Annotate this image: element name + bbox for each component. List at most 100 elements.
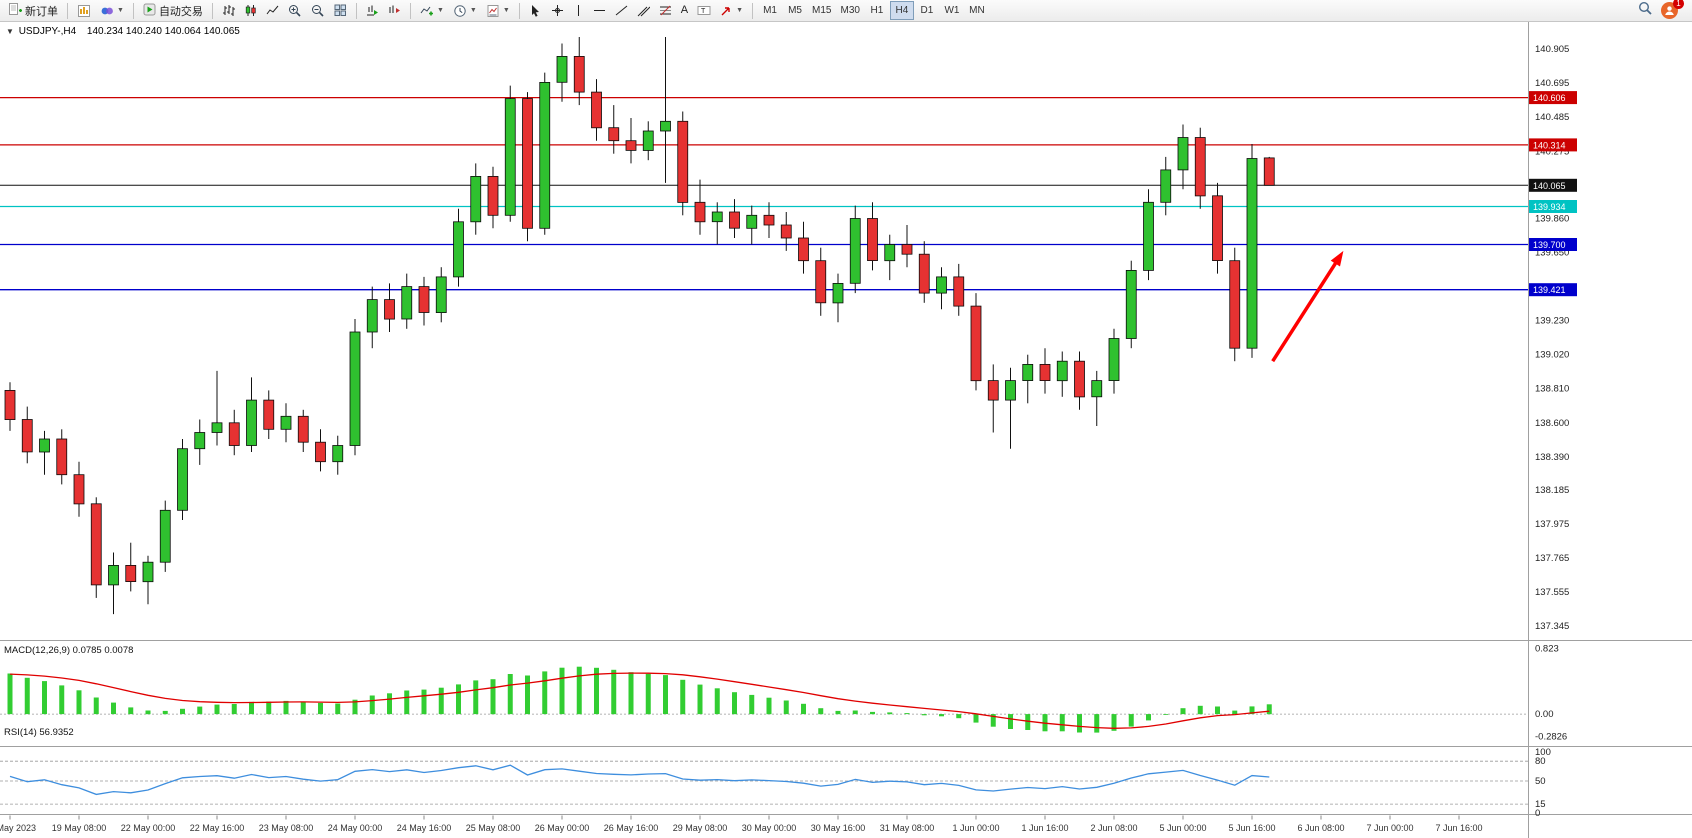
vertical-line-button[interactable] xyxy=(569,1,588,20)
new-chart-button[interactable] xyxy=(73,1,95,20)
rsi-axis-label: 100 xyxy=(1535,747,1551,758)
macd-values: 0.0785 0.0078 xyxy=(72,645,134,656)
label-button[interactable]: T xyxy=(693,1,715,20)
price-tag: 139.421 xyxy=(1529,283,1577,297)
chart-title: ▼ USDJPY-,H4 140.234 140.240 140.064 140… xyxy=(6,26,240,37)
indicators-button[interactable]: ▼ xyxy=(416,1,448,20)
price-tag: 140.606 xyxy=(1529,91,1577,105)
notification-badge: 1 xyxy=(1673,0,1684,9)
candles-layer xyxy=(4,37,1275,615)
time-axis-label: 5 Jun 16:00 xyxy=(1228,823,1275,833)
timeframe-m5-button[interactable]: M5 xyxy=(783,1,807,20)
zoom-in-button[interactable] xyxy=(284,1,306,20)
candles-chart-button[interactable] xyxy=(240,1,261,20)
time-axis-label: 5 Jun 00:00 xyxy=(1159,823,1206,833)
fibonacci-button[interactable] xyxy=(655,1,676,20)
price-axis-label: 138.390 xyxy=(1535,452,1569,463)
channel-button[interactable] xyxy=(633,1,654,20)
search-icon[interactable] xyxy=(1638,1,1653,21)
chevron-down-icon: ▼ xyxy=(736,7,744,14)
zoom-out-button[interactable] xyxy=(307,1,329,20)
chart-shift-button[interactable] xyxy=(384,1,405,20)
one-click-trading-toggle[interactable]: ▼ xyxy=(6,27,14,36)
separator xyxy=(355,2,357,19)
rsi-axis-label: 15 xyxy=(1535,799,1546,810)
time-axis-label: 30 May 16:00 xyxy=(811,823,866,833)
new-order-icon xyxy=(8,2,22,19)
price-axis-label: 140.485 xyxy=(1535,112,1569,123)
macd-label: MACD(12,26,9) xyxy=(4,645,70,656)
time-axis-label: 19 May 08:00 xyxy=(52,823,107,833)
rsi-header: RSI(14) 56.9352 xyxy=(4,727,74,738)
price-axis-label: 139.860 xyxy=(1535,214,1569,225)
line-chart-button[interactable] xyxy=(262,1,283,20)
price-axis-label: 137.765 xyxy=(1535,553,1569,564)
chevron-down-icon: ▼ xyxy=(469,7,477,14)
arrows-button[interactable]: ▼ xyxy=(716,1,747,20)
time-axis-label: 7 Jun 16:00 xyxy=(1435,823,1482,833)
time-axis-label: 7 Jun 00:00 xyxy=(1366,823,1413,833)
timeframe-m15-button[interactable]: M15 xyxy=(808,1,835,20)
price-axis-label: 137.975 xyxy=(1535,519,1569,530)
macd-signal-line xyxy=(9,672,1270,729)
time-axis-label: 1 Jun 16:00 xyxy=(1021,823,1068,833)
tile-windows-button[interactable] xyxy=(330,1,351,20)
timeframe-h1-button[interactable]: H1 xyxy=(865,1,889,20)
bars-chart-button[interactable] xyxy=(218,1,239,20)
separator xyxy=(211,2,213,19)
timeframe-m30-button[interactable]: M30 xyxy=(836,1,863,20)
time-axis-label: 1 Jun 00:00 xyxy=(952,823,999,833)
crosshair-button[interactable] xyxy=(547,1,568,20)
symbol-period-label: USDJPY-,H4 xyxy=(18,26,77,37)
separator xyxy=(752,2,754,19)
time-axis-label: 29 May 08:00 xyxy=(673,823,728,833)
price-axis[interactable]: 140.905 140.695 140.485 140.275 139.860 139.6… xyxy=(1535,44,1569,819)
chart-canvas[interactable]: 140.905 140.695 140.485 140.275 139.860 139.6… xyxy=(0,22,1692,838)
cursor-button[interactable] xyxy=(525,1,546,20)
price-axis-label: 139.650 xyxy=(1535,248,1569,259)
rsi-line xyxy=(9,764,1270,796)
price-axis-label: 137.345 xyxy=(1535,621,1569,632)
algo-trading-button[interactable]: 自动交易 xyxy=(139,1,207,20)
trendline-button[interactable] xyxy=(611,1,632,20)
rsi-axis-label: 0 xyxy=(1535,808,1540,819)
time-axis[interactable]: 18 May 2023 19 May 08:00 22 May 00:00 22 Ma… xyxy=(0,815,1483,834)
chevron-down-icon: ▼ xyxy=(117,7,124,14)
macd-header: MACD(12,26,9) 0.0785 0.0078 xyxy=(4,645,133,656)
account-icon[interactable]: 1 xyxy=(1661,0,1684,19)
templates-button[interactable]: ▼ xyxy=(482,1,514,20)
auto-scroll-button[interactable] xyxy=(362,1,383,20)
time-axis-label: 18 May 2023 xyxy=(0,823,36,833)
price-tag: 140.314 xyxy=(1529,138,1577,152)
svg-text:140.606: 140.606 xyxy=(1533,93,1566,103)
timeframe-h4-button[interactable]: H4 xyxy=(889,1,914,20)
periods-button[interactable]: ▼ xyxy=(449,1,481,20)
horizontal-line-button[interactable] xyxy=(589,1,610,20)
macd-histogram xyxy=(7,666,1272,733)
svg-text:140.314: 140.314 xyxy=(1533,140,1566,150)
profiles-button[interactable]: ▼ xyxy=(96,1,128,20)
timeframe-w1-button[interactable]: W1 xyxy=(940,1,964,20)
price-axis-label: 139.230 xyxy=(1535,316,1569,327)
chart-area[interactable]: ▼ USDJPY-,H4 140.234 140.240 140.064 140… xyxy=(0,22,1692,838)
trend-arrow[interactable] xyxy=(1271,250,1344,363)
separator xyxy=(132,2,134,19)
new-order-button[interactable]: 新订单 xyxy=(4,1,62,20)
chevron-down-icon: ▼ xyxy=(436,7,444,14)
text-button[interactable]: A xyxy=(677,1,692,20)
timeframe-mn-button[interactable]: MN xyxy=(965,1,989,20)
time-axis-label: 24 May 00:00 xyxy=(328,823,383,833)
timeframe-m1-button[interactable]: M1 xyxy=(758,1,782,20)
timeframe-d1-button[interactable]: D1 xyxy=(915,1,939,20)
price-axis-label: 138.810 xyxy=(1535,384,1569,395)
svg-text:139.421: 139.421 xyxy=(1533,285,1566,295)
rsi-axis-label: 50 xyxy=(1535,776,1546,787)
hline-layer[interactable] xyxy=(0,96,1528,291)
price-tag: 139.700 xyxy=(1529,238,1577,251)
price-axis-label: 140.695 xyxy=(1535,78,1569,89)
price-axis-label: 140.275 xyxy=(1535,146,1569,157)
rsi-value: 56.9352 xyxy=(39,727,74,738)
svg-text:140.065: 140.065 xyxy=(1533,181,1566,191)
macd-axis-label: 0.00 xyxy=(1535,709,1554,720)
